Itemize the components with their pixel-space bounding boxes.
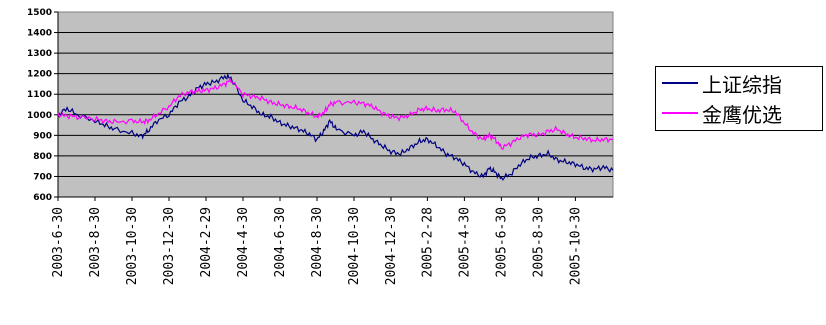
legend: 上证综指 金鹰优选	[655, 66, 823, 131]
x-tick-label: 2004-12-30	[384, 207, 399, 285]
x-tick-label: 2004-8-30	[310, 207, 325, 277]
y-tick-label: 800	[33, 152, 52, 162]
y-tick-label: 900	[33, 131, 52, 141]
gridlines	[58, 32, 613, 177]
y-tick-label: 1300	[27, 49, 52, 59]
x-tick-label: 2004-4-30	[236, 207, 251, 277]
x-tick-label: 2003-12-30	[162, 207, 177, 285]
x-tick-label: 2005-6-30	[494, 207, 509, 277]
x-tick-label: 2003-10-30	[125, 207, 140, 285]
legend-swatch-1	[662, 112, 698, 114]
legend-label-1: 金鹰优选	[702, 102, 782, 127]
legend-label-0: 上证综指	[702, 72, 782, 97]
y-tick-label: 1500	[27, 8, 52, 18]
y-tick-label: 1200	[27, 70, 52, 80]
x-tick-label: 2005-8-30	[531, 207, 546, 277]
series-line-0	[57, 72, 614, 181]
y-tick-label: 700	[33, 172, 52, 182]
series-lines	[57, 72, 614, 181]
plot-area	[57, 11, 614, 198]
y-tick-label: 600	[33, 193, 52, 203]
legend-item-0: 上证综指	[662, 69, 782, 97]
x-tick-label: 2004-2-29	[199, 207, 214, 277]
y-tick-label: 1400	[27, 29, 52, 39]
x-tick-label: 2003-6-30	[51, 207, 66, 277]
x-tick-label: 2005-10-30	[568, 207, 583, 285]
y-axis: 600 700 800 900 1000 1100 1200 1300 1400 1500	[27, 8, 59, 203]
legend-swatch-0	[662, 82, 698, 84]
x-axis: 2003-6-30 2003-8-30 2003-10-30 2003-12-30 20…	[51, 196, 613, 285]
y-tick-label: 1100	[27, 90, 52, 100]
x-tick-label: 2005-4-30	[457, 207, 472, 277]
y-tick-label: 1000	[27, 111, 52, 121]
x-tick-label: 2005-2-28	[420, 207, 435, 277]
x-tick-label: 2003-8-30	[88, 207, 103, 277]
x-tick-label: 2004-6-30	[273, 207, 288, 277]
legend-item-1: 金鹰优选	[662, 99, 782, 127]
x-tick-label: 2004-10-30	[347, 207, 362, 285]
series-line-1	[57, 76, 614, 151]
